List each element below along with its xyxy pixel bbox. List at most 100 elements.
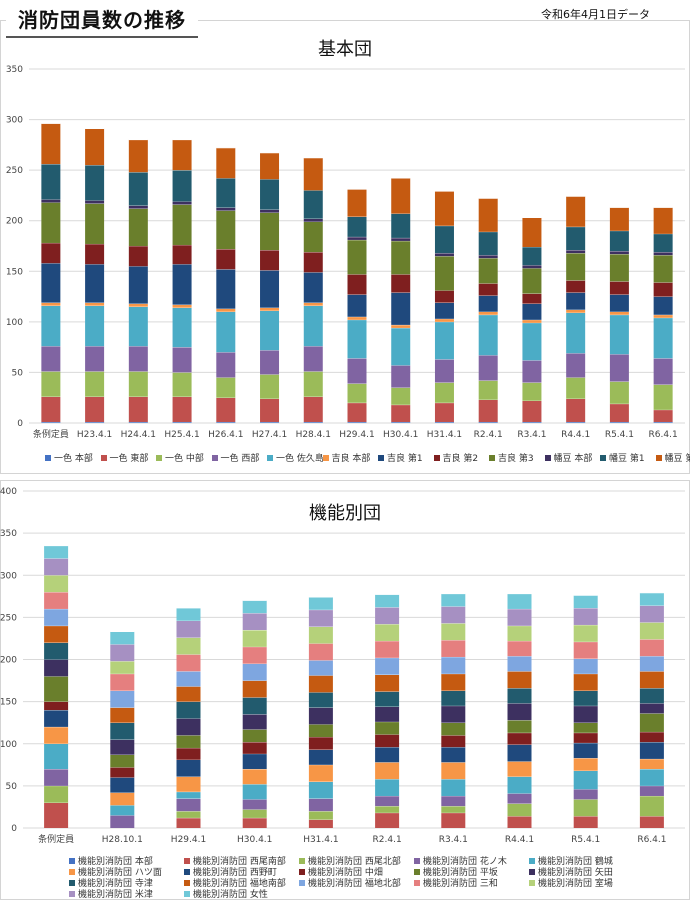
bar-segment [391,292,411,325]
x-tick-label: H31.4.1 [427,430,462,440]
legend-item: 幡豆 第1 [600,451,645,464]
x-tick-label: R6.4.1 [649,430,678,440]
legend-label: 幡豆 第2 [664,454,690,464]
bar-segment [639,785,664,796]
legend-label: 一色 西部 [220,454,260,464]
bar-segment [110,777,135,793]
bar-segment [478,314,498,356]
legend-item: 機能別消防団 福地北部 [299,876,401,889]
bar-segment [639,639,664,657]
bar-segment [507,816,532,828]
bar-segment [566,312,586,354]
bar-segment [347,358,367,384]
bar-segment [639,795,664,817]
bar-segment [478,295,498,312]
bar-segment [478,380,498,400]
legend-item: 吉良 第1 [378,451,423,464]
bar-segment [85,305,105,347]
bar-segment [176,620,201,638]
bar-segment [128,205,148,209]
page-title: 消防団員数の推移 [6,4,198,38]
bar-segment [110,631,135,645]
bar-segment [41,202,61,243]
bar-segment [85,396,105,422]
bar-segment [216,178,236,208]
bar-segment [260,212,280,251]
bar-segment [566,421,586,423]
bar-segment [653,207,673,234]
bar-segment [41,199,61,203]
legend-swatch [529,868,535,875]
legend-swatch [184,868,190,875]
bar-segment [573,608,598,625]
legend-label: 一色 佐久島 [276,454,324,464]
legend-label: 吉良 第2 [442,454,479,464]
bar-segment [609,251,629,255]
bar-segment [128,172,148,206]
bar-segment [573,742,598,759]
bar-segment [176,654,201,672]
bar-segment [303,252,323,273]
bar-segment [41,421,61,423]
legend-item: 機能別消防団 女性 [184,887,268,900]
legend-item: 機能別消防団 米津 [69,887,153,900]
bar-segment [85,200,105,204]
x-tick-label: 条例定員 [33,428,69,440]
bar-segment [44,642,69,660]
x-tick-label: R5.4.1 [571,835,600,845]
bar-segment [507,732,532,745]
legend-swatch [100,454,107,461]
bar-segment [110,661,135,674]
bar-segment [303,396,323,422]
x-tick-label: H31.4.1 [303,835,338,845]
bar-segment [260,307,280,311]
bar-segment [522,360,542,383]
chart-svg-kihondan: 0 50 100 150 200 250 300 350 条例定員 H23.4.1 H24.4.1 H… [6,65,685,440]
bar-segment [375,812,400,828]
bar-segment [110,690,135,708]
bar-segment [566,398,586,422]
bar-segment [128,371,148,397]
bar-segment [507,656,532,672]
bar-segment [507,761,532,777]
bar-segment [303,421,323,423]
bar-segment [522,303,542,320]
bar-segment [176,747,201,760]
bar-segment [176,817,201,828]
bar-segment [478,255,498,259]
bar-segment [110,792,135,806]
legend-label: 機能別消防団 福地南部 [193,879,286,889]
bar-segment [653,255,673,283]
bar-segment [507,703,532,721]
legend-item: 一色 本部 [45,451,93,464]
legend-swatch [69,890,75,897]
bar-segment [441,656,466,674]
legend-item: 機能別消防団 西尾南部 [184,854,286,867]
bar-segment [308,643,333,661]
bar-segment [308,749,333,765]
bar-segment [653,317,673,359]
bar-segment [308,675,333,693]
bar-segment [44,785,69,803]
bar-segment [573,722,598,733]
bar-segment [522,247,542,266]
bar-segment [85,243,105,265]
bar-segment [441,640,466,657]
bar-segment [176,718,201,736]
bar-segment [110,644,135,662]
x-tick-label: H30.4.1 [237,835,272,845]
bar-segment [303,221,323,253]
bar-segment [85,302,105,306]
legend-label: 吉良 第3 [498,454,534,464]
x-tick-label: H29.4.1 [339,430,374,440]
bar-segment [44,701,69,711]
bar-segment [566,292,586,310]
bar-segment [308,692,333,708]
bar-segment [172,170,192,202]
bar-segment [172,372,192,397]
legend-item: 機能別消防団 西尾北部 [299,854,401,867]
bar-segment [41,302,61,306]
bar-segment [242,799,267,810]
bar-segment [441,623,466,641]
bar-segment [573,770,598,790]
